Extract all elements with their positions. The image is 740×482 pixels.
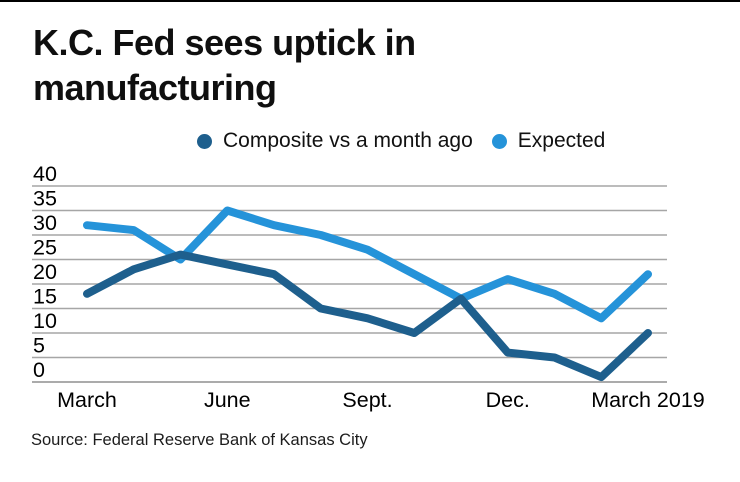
composite-dot-icon: [197, 133, 212, 149]
y-tick-label: 15: [33, 285, 57, 309]
y-tick-label: 20: [33, 260, 57, 284]
series-line-composite-vs-a-month-ago: [83, 250, 652, 382]
x-tick-label: June: [204, 388, 251, 412]
series-line-expected: [83, 206, 652, 323]
x-tick-label: March: [57, 388, 117, 412]
source-attribution: Source: Federal Reserve Bank of Kansas C…: [31, 431, 368, 449]
legend-item-composite: Composite vs a month ago: [197, 129, 473, 153]
expected-dot-icon: [491, 133, 507, 149]
y-tick-label: 5: [33, 334, 45, 358]
legend-label-composite: Composite vs a month ago: [223, 129, 473, 152]
top-accent-bar: [0, 0, 740, 2]
y-tick-label: 40: [33, 162, 57, 186]
chart-title: K.C. Fed sees uptick in manufacturing: [33, 22, 416, 108]
legend-label-expected: Expected: [517, 129, 606, 152]
y-tick-label: 25: [33, 236, 57, 260]
x-tick-label: Sept.: [342, 388, 392, 412]
y-tick-label: 0: [33, 358, 45, 382]
x-tick-label: March 2019: [591, 388, 705, 412]
y-tick-label: 10: [33, 309, 57, 333]
x-tick-label: Dec.: [486, 388, 530, 412]
chart-legend: Composite vs a month ago Expected: [197, 128, 605, 154]
legend-item-expected: Expected: [491, 129, 606, 153]
y-tick-label: 35: [33, 187, 57, 211]
y-tick-label: 30: [33, 211, 57, 235]
